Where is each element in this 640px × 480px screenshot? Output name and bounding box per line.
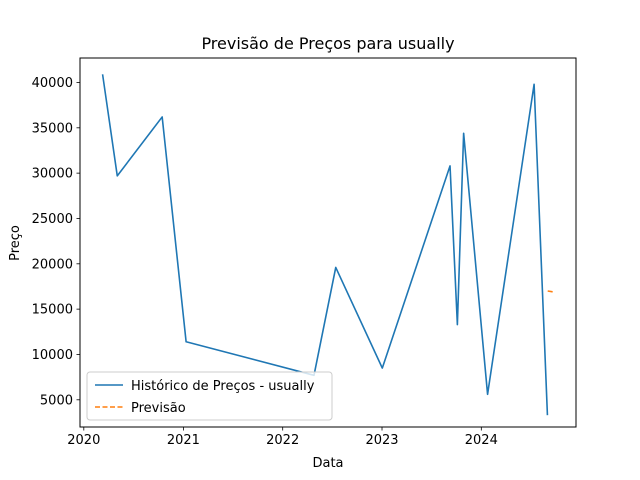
series-line-historico xyxy=(101,74,549,416)
x-axis-label: Data xyxy=(312,456,343,471)
x-tick-label: 2023 xyxy=(365,433,398,448)
legend-label-historico: Histórico de Preços - usually xyxy=(131,379,315,394)
x-tick-label: 2022 xyxy=(266,433,299,448)
legend: Histórico de Preços - usually Previsão xyxy=(86,371,333,421)
y-axis: 5000 10000 15000 20000 25000 30000 35000 40000 xyxy=(32,76,80,408)
series-line-previsao xyxy=(547,290,554,293)
legend-label-previsao: Previsão xyxy=(131,401,186,416)
x-tick-label: 2021 xyxy=(167,433,200,448)
y-tick-label: 35000 xyxy=(32,121,73,136)
y-tick-label: 25000 xyxy=(32,212,73,227)
x-tick-label: 2024 xyxy=(465,433,498,448)
y-tick-label: 5000 xyxy=(40,393,73,408)
chart-title: Previsão de Preços para usually xyxy=(201,34,454,53)
y-tick-label: 15000 xyxy=(32,303,73,318)
y-tick-label: 10000 xyxy=(32,348,73,363)
y-axis-label: Preço xyxy=(8,225,23,261)
plot-frame xyxy=(79,57,577,428)
y-tick-label: 40000 xyxy=(32,76,73,91)
y-tick-label: 20000 xyxy=(32,257,73,272)
series-layer xyxy=(101,74,554,416)
y-tick-label: 30000 xyxy=(32,167,73,182)
x-tick-label: 2020 xyxy=(67,433,100,448)
legend-box xyxy=(86,371,333,421)
x-axis: 2020 2021 2022 2023 2024 xyxy=(67,427,498,448)
